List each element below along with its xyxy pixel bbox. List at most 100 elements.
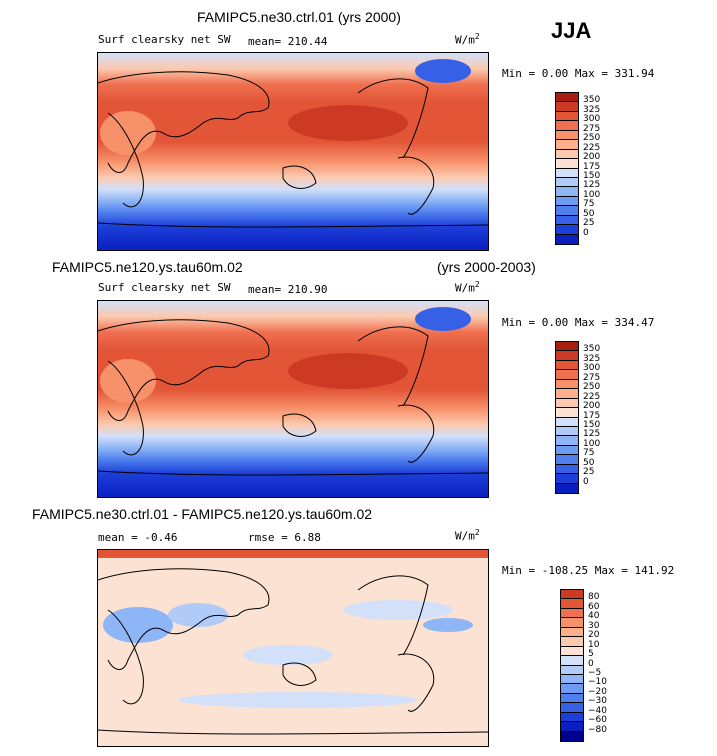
colorbar-swatch (556, 225, 578, 235)
colorbar-swatch (556, 464, 578, 475)
colorbar-tick-label: −80 (588, 724, 607, 735)
colorbar-swatch (561, 674, 583, 685)
eurasia-coast (98, 568, 270, 670)
colorbar-swatch (556, 445, 578, 456)
greenland-low (415, 307, 471, 331)
colorbar-tick-label: 175 (583, 410, 601, 421)
panel2-colorbar (555, 341, 579, 494)
colorbar-tick-label: 30 (588, 620, 600, 631)
colorbar-swatch (556, 215, 578, 226)
colorbar-swatch (561, 608, 583, 619)
colorbar-swatch (556, 159, 578, 169)
colorbar-swatch (561, 590, 583, 600)
australia-coast (282, 662, 317, 686)
colorbar-swatch (561, 637, 583, 647)
colorbar-tick-label: −60 (588, 715, 607, 726)
panel3-colorbar (560, 589, 584, 742)
colorbar-swatch (556, 177, 578, 188)
colorbar-tick-label: 350 (583, 95, 601, 106)
colorbar-tick-label: 225 (583, 391, 601, 402)
colorbar-tick-label: 125 (583, 180, 601, 191)
panel2-map-svg (98, 301, 488, 497)
eurasia-coast (98, 319, 270, 421)
colorbar-tick-label: 175 (583, 161, 601, 172)
panel2-map (97, 300, 489, 498)
colorbar-swatch (556, 370, 578, 380)
colorbar-swatch (556, 360, 578, 371)
colorbar-tick-label: 275 (583, 123, 601, 134)
colorbar-swatch (561, 693, 583, 704)
panel2-title-right: (yrs 2000-2003) (437, 259, 536, 275)
s-america-coast (397, 404, 435, 463)
colorbar-tick-label: 100 (583, 438, 601, 449)
panel1-variable: Surf clearsky net SW (98, 33, 231, 46)
panel1-units: W/m2 (455, 32, 480, 47)
colorbar-tick-label: 275 (583, 372, 601, 383)
colorbar-tick-label: 75 (583, 448, 595, 459)
colorbar-tick-label: −40 (588, 705, 607, 716)
colorbar-swatch (561, 712, 583, 723)
colorbar-swatch (556, 474, 578, 484)
colorbar-swatch (556, 140, 578, 150)
colorbar-swatch (556, 342, 578, 352)
colorbar-swatch (556, 436, 578, 446)
pacific-high (288, 105, 408, 141)
colorbar-tick-label: 100 (583, 189, 601, 200)
colorbar-tick-label: 0 (583, 227, 589, 238)
colorbar-tick-label: 60 (588, 601, 600, 612)
panel3-mean: mean = -0.46 (98, 531, 178, 544)
sahara-negative (103, 607, 173, 643)
colorbar-tick-label: 225 (583, 142, 601, 153)
colorbar-swatch (556, 426, 578, 437)
colorbar-tick-label: 300 (583, 114, 601, 125)
colorbar-tick-label: 200 (583, 152, 601, 163)
colorbar-tick-label: 25 (583, 467, 595, 478)
panel3-units: W/m2 (455, 528, 480, 543)
colorbar-tick-label: 250 (583, 382, 601, 393)
colorbar-tick-label: 50 (583, 457, 595, 468)
n-america-coast (357, 326, 429, 407)
antarctica-coast (98, 222, 488, 228)
colorbar-tick-label: 325 (583, 104, 601, 115)
africa-coast (107, 360, 144, 456)
panel3-title: FAMIPC5.ne30.ctrl.01 - FAMIPC5.ne120.ys.… (32, 506, 373, 522)
colorbar-swatch (561, 684, 583, 694)
colorbar-swatch (556, 121, 578, 131)
colorbar-swatch (561, 731, 583, 741)
greenland-low (415, 59, 471, 83)
panel1-minmax: Min = 0.00 Max = 331.94 (502, 67, 655, 80)
pacific-high (288, 353, 408, 389)
panel1-map (97, 52, 489, 251)
colorbar-swatch (556, 398, 578, 409)
colorbar-tick-label: 25 (583, 218, 595, 229)
colorbar-tick-label: 20 (588, 630, 600, 641)
colorbar-swatch (556, 102, 578, 112)
colorbar-tick-label: −20 (588, 686, 607, 697)
colorbar-swatch (556, 483, 578, 493)
panel2-variable: Surf clearsky net SW (98, 281, 231, 294)
eurasia-coast (98, 71, 270, 173)
colorbar-swatch (556, 196, 578, 207)
n-america-coast (357, 575, 429, 656)
antarctica-coast (98, 470, 488, 476)
colorbar-tick-label: 50 (583, 208, 595, 219)
colorbar-tick-label: 80 (588, 592, 600, 603)
panel3-minmax: Min = -108.25 Max = 141.92 (502, 564, 675, 577)
colorbar-swatch (561, 722, 583, 732)
colorbar-swatch (561, 703, 583, 713)
africa-patch (100, 111, 156, 155)
colorbar-tick-label: 325 (583, 353, 601, 364)
colorbar-swatch (561, 656, 583, 666)
colorbar-tick-label: 0 (588, 658, 594, 669)
colorbar-swatch (556, 206, 578, 216)
panel1-colorbar (555, 92, 579, 245)
colorbar-swatch (556, 149, 578, 160)
colorbar-swatch (556, 168, 578, 178)
panel1-mean: mean= 210.44 (248, 35, 328, 48)
panel1-title: FAMIPC5.ne30.ctrl.01 (yrs 2000) (197, 9, 401, 25)
colorbar-swatch (556, 234, 578, 244)
colorbar-tick-label: 150 (583, 419, 601, 430)
africa-patch (100, 359, 156, 403)
colorbar-tick-label: −10 (588, 677, 607, 688)
panel2-title-left: FAMIPC5.ne120.ys.tau60m.02 (52, 259, 243, 275)
